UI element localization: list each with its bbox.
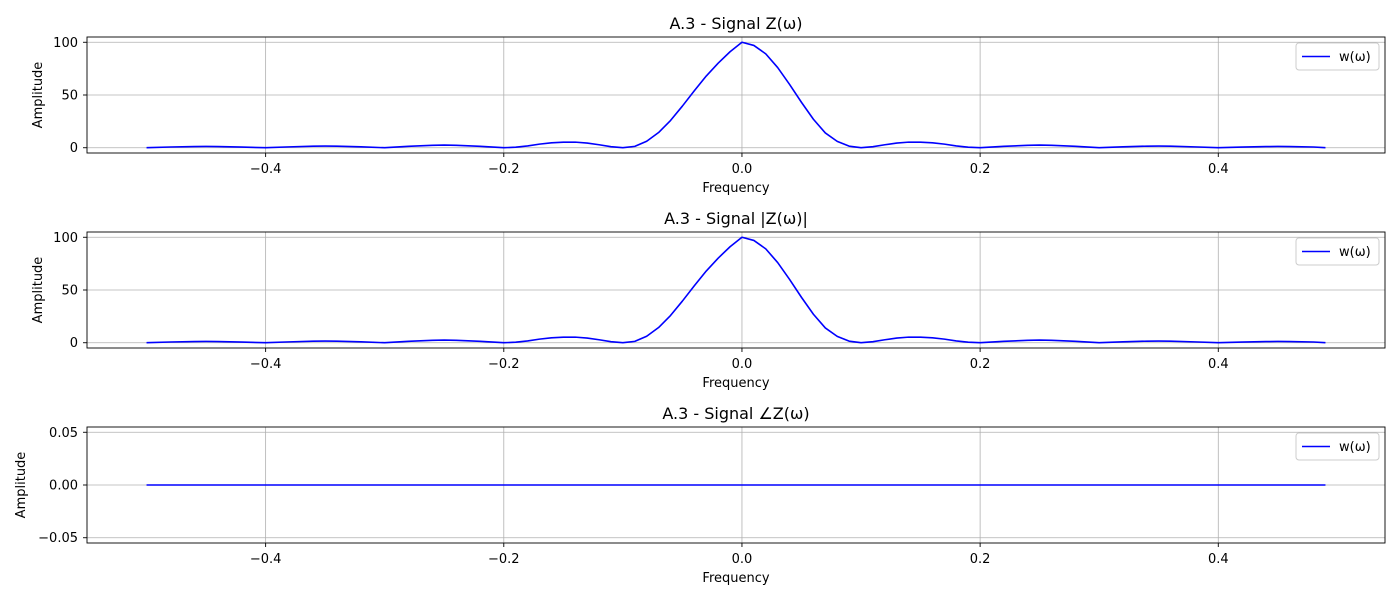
- series-line: [146, 41, 1326, 149]
- x-tick-label: 0.4: [1208, 162, 1229, 177]
- y-tick-label: −0.05: [38, 531, 78, 546]
- y-tick-label: 0.05: [49, 426, 78, 441]
- x-tick-label: 0.2: [970, 552, 991, 567]
- y-axis-label: Amplitude: [14, 452, 29, 519]
- y-tick-label: 50: [61, 89, 78, 104]
- subplot-1: −0.4 −0.2 0.0 0.2 0.4 0 50 100 A.3 - Signal Z(ω)…: [31, 14, 1386, 196]
- legend-label: w(ω): [1339, 50, 1371, 65]
- x-tick-label: −0.4: [250, 552, 282, 567]
- chart-title: A.3 - Signal Z(ω): [670, 14, 803, 33]
- x-tick-label: −0.2: [488, 162, 520, 177]
- legend-label: w(ω): [1339, 245, 1371, 260]
- y-axis-label: Amplitude: [31, 257, 46, 324]
- y-tick-label: 0.00: [49, 479, 78, 494]
- chart-title: A.3 - Signal ∠Z(ω): [662, 404, 809, 423]
- legend-box: [1295, 42, 1380, 71]
- x-tick-label: 0.0: [732, 357, 753, 372]
- y-axis-label: Amplitude: [31, 62, 46, 129]
- x-axis-label: Frequency: [702, 571, 769, 586]
- y-tick-label: 100: [53, 231, 78, 246]
- x-tick-label: −0.2: [488, 357, 520, 372]
- y-tick-label: 50: [61, 284, 78, 299]
- x-tick-label: 0.0: [732, 552, 753, 567]
- x-axis-label: Frequency: [702, 376, 769, 391]
- x-tick-label: −0.2: [488, 552, 520, 567]
- legend-box: [1295, 237, 1380, 266]
- legend: w(ω): [1295, 432, 1380, 461]
- legend-label: w(ω): [1339, 440, 1371, 455]
- subplot-2: −0.4 −0.2 0.0 0.2 0.4 0 50 100 A.3 - Signal |Z(ω…: [31, 209, 1386, 391]
- x-tick-label: −0.4: [250, 357, 282, 372]
- series-line: [146, 236, 1326, 344]
- x-axis-label: Frequency: [702, 181, 769, 196]
- legend: w(ω): [1295, 42, 1380, 71]
- x-tick-label: 0.4: [1208, 357, 1229, 372]
- x-tick-label: −0.4: [250, 162, 282, 177]
- y-tick-label: 0: [70, 141, 78, 156]
- chart-title: A.3 - Signal |Z(ω)|: [664, 209, 808, 228]
- y-tick-label: 100: [53, 36, 78, 51]
- x-tick-label: 0.2: [970, 162, 991, 177]
- legend-box: [1295, 432, 1380, 461]
- x-tick-label: 0.4: [1208, 552, 1229, 567]
- x-tick-label: 0.0: [732, 162, 753, 177]
- x-tick-label: 0.2: [970, 357, 991, 372]
- subplot-3: −0.4 −0.2 0.0 0.2 0.4 −0.05 0.00 0.05 A.3 - Sign…: [14, 404, 1386, 586]
- y-tick-label: 0: [70, 336, 78, 351]
- legend: w(ω): [1295, 237, 1380, 266]
